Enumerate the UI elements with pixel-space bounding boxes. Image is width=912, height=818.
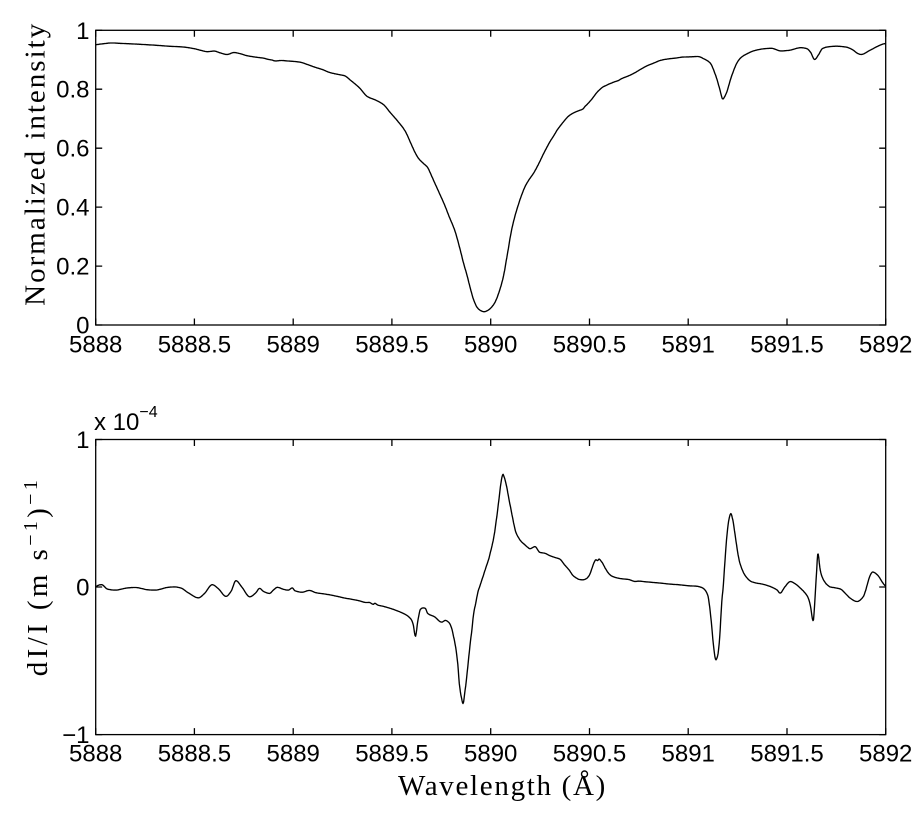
svg-text:5889.5: 5889.5 xyxy=(355,332,428,359)
svg-text:0: 0 xyxy=(76,313,89,340)
svg-text:5890: 5890 xyxy=(464,741,517,768)
svg-text:dI/I (m s−1)−1: dI/I (m s−1)−1 xyxy=(20,477,54,677)
svg-text:5891: 5891 xyxy=(662,332,715,359)
svg-text:Normalized intensity: Normalized intensity xyxy=(20,22,52,306)
svg-text:5890.5: 5890.5 xyxy=(553,332,626,359)
svg-text:5892: 5892 xyxy=(859,741,912,768)
svg-text:5889: 5889 xyxy=(267,741,320,768)
svg-text:5888.5: 5888.5 xyxy=(158,332,231,359)
svg-text:5890: 5890 xyxy=(464,332,517,359)
svg-text:0.2: 0.2 xyxy=(56,254,89,281)
svg-text:0: 0 xyxy=(76,575,89,602)
svg-text:5888: 5888 xyxy=(69,741,122,768)
svg-text:5889: 5889 xyxy=(267,332,320,359)
svg-text:5888: 5888 xyxy=(69,332,122,359)
svg-text:5890.5: 5890.5 xyxy=(553,741,626,768)
svg-text:0.8: 0.8 xyxy=(56,77,89,104)
svg-text:5892: 5892 xyxy=(859,332,912,359)
svg-text:5891.5: 5891.5 xyxy=(750,741,823,768)
svg-text:Wavelength (A): Wavelength (A) xyxy=(398,770,607,802)
svg-text:5888.5: 5888.5 xyxy=(158,741,231,768)
svg-text:1: 1 xyxy=(76,427,89,454)
svg-text:0.4: 0.4 xyxy=(56,195,89,222)
svg-text:5891: 5891 xyxy=(662,741,715,768)
svg-text:0.6: 0.6 xyxy=(56,136,89,163)
svg-text:−1: −1 xyxy=(62,722,89,749)
svg-text:5889.5: 5889.5 xyxy=(355,741,428,768)
svg-text:1: 1 xyxy=(76,18,89,45)
svg-text:5891.5: 5891.5 xyxy=(750,332,823,359)
